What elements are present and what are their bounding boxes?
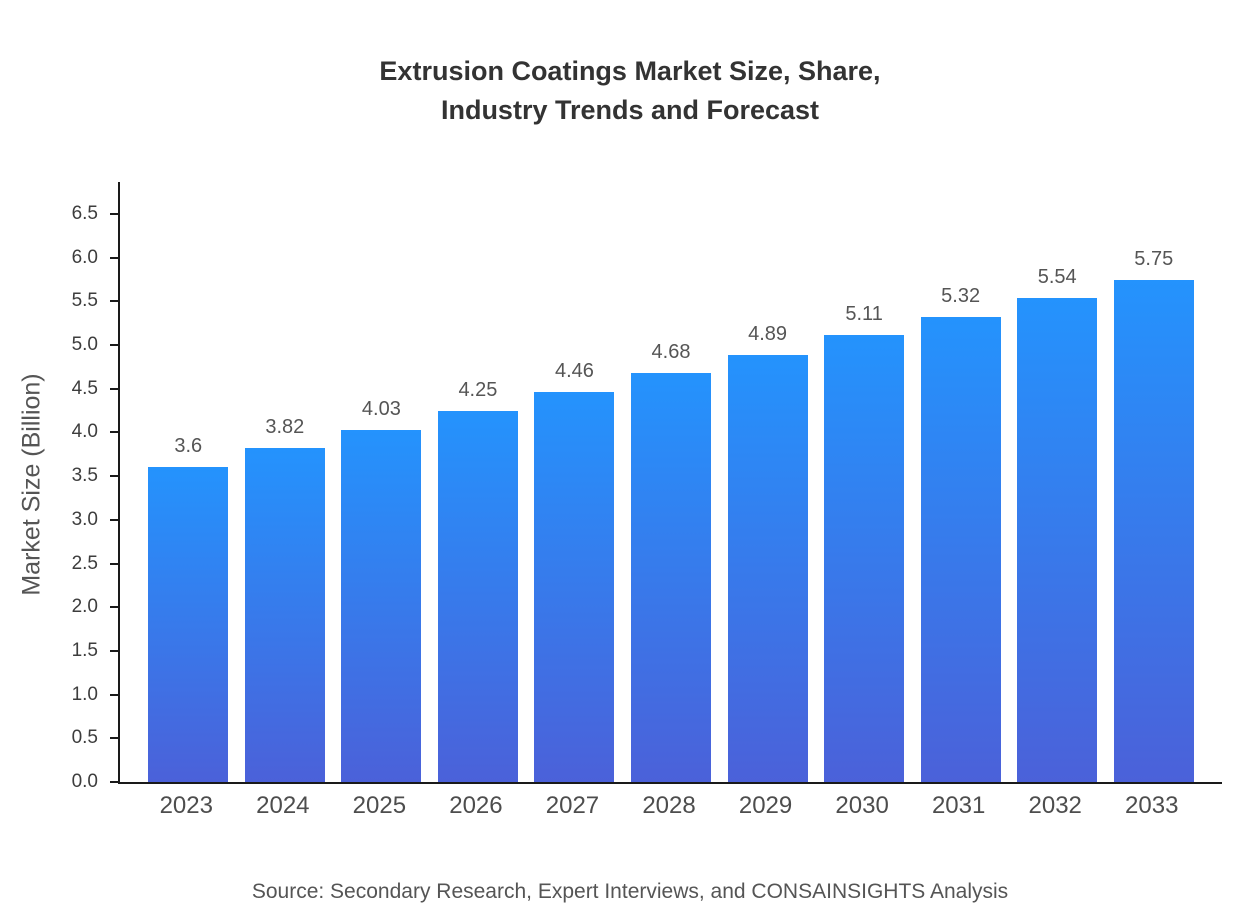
bar: [148, 467, 229, 782]
x-tick-label: 2033: [1125, 792, 1179, 819]
y-tick-label: 3.5: [71, 465, 98, 487]
y-tick-label: 0.0: [71, 771, 98, 792]
plot-area: 3.6 3.82 4.03 4.25 4.46 4.68 4.89 5.11 5.32 5.54 5…: [110, 182, 1222, 784]
y-tick-label: 1.0: [71, 683, 98, 705]
bar-slot: 4.68: [623, 341, 720, 782]
bar-slot: 5.11: [816, 303, 913, 782]
y-tick-mark: [110, 344, 118, 347]
x-tick-label: 2031: [931, 792, 986, 819]
bar: [1113, 279, 1194, 782]
bar: [631, 373, 711, 782]
y-tick-mark: [110, 562, 118, 565]
bar-value-label: 5.32: [941, 285, 981, 308]
y-tick-label: 2.5: [71, 552, 98, 574]
y-tick-label: 6.0: [71, 246, 98, 268]
y-tick-mark: [110, 475, 118, 478]
bar-value-label: 4.46: [554, 360, 594, 383]
x-tick-label: 2029: [738, 792, 793, 819]
y-tick-label: 0.5: [71, 727, 98, 749]
x-tick-label: 2028: [642, 792, 696, 819]
y-tick-mark: [110, 256, 118, 259]
bar-slot: 5.54: [1009, 266, 1106, 782]
y-tick-label: 5.5: [71, 290, 98, 312]
bar-slot: 4.25: [430, 379, 527, 782]
bar: [727, 354, 808, 782]
y-tick-mark: [110, 213, 118, 215]
y-tick-label: 4.5: [71, 377, 98, 399]
bar-series: 3.6 3.82 4.03 4.25 4.46 4.68 4.89 5.11 5.32 5.54 5…: [120, 182, 1222, 782]
bar: [437, 410, 518, 782]
bar-value-label: 5.54: [1037, 265, 1077, 288]
y-tick-mark: [110, 737, 118, 740]
bar-value-label: 4.68: [651, 341, 691, 364]
x-tick-label: 2032: [1028, 792, 1082, 819]
bar: [244, 448, 325, 782]
x-tick-label: 2025: [352, 792, 407, 819]
x-tick-label: 2030: [835, 792, 889, 819]
bar-value-label: 3.6: [174, 435, 203, 458]
bar-slot: 5.32: [912, 285, 1009, 782]
bar-slot: 4.46: [526, 360, 623, 782]
y-tick-mark: [110, 781, 118, 783]
bar: [341, 429, 422, 782]
y-tick-label: 6.5: [71, 203, 98, 224]
bar-slot: 4.89: [719, 323, 816, 782]
bar: [1017, 297, 1098, 782]
y-tick-mark: [110, 431, 118, 434]
y-tick-label: 3.0: [71, 508, 98, 530]
chart-title: Extrusion Coatings Market Size, Share, I…: [379, 56, 881, 126]
y-tick-label: 1.5: [71, 639, 98, 661]
bar-slot: 4.03: [333, 398, 430, 782]
bar: [534, 392, 615, 782]
y-tick-mark: [110, 693, 118, 696]
bar-value-label: 5.11: [845, 303, 883, 326]
bar-slot: 3.6: [140, 435, 237, 782]
bar: [824, 335, 905, 782]
x-tick-label: 2027: [545, 792, 600, 819]
y-tick-label: 5.0: [71, 334, 98, 356]
y-tick-mark: [110, 300, 118, 303]
bar-value-label: 4.89: [748, 322, 788, 345]
y-tick-mark: [110, 649, 118, 652]
bar-slot: 3.82: [237, 416, 334, 782]
source-text: Source: Secondary Research, Expert Inter…: [251, 880, 1009, 903]
x-tick-label: 2024: [256, 792, 310, 819]
x-tick-label: 2026: [449, 792, 503, 819]
bar-value-label: 3.82: [265, 416, 305, 439]
bar-value-label: 5.75: [1134, 247, 1174, 270]
x-axis-tick-labels: 2023 2024 2025 2026 2027 2028 2029 2030 2031 2032…: [118, 792, 1220, 820]
y-tick-mark: [110, 387, 118, 390]
y-tick-mark: [110, 606, 118, 609]
y-tick-label: 2.0: [71, 596, 98, 618]
x-tick-label: 2023: [159, 792, 213, 819]
bar: [920, 317, 1001, 782]
bar-value-label: 4.03: [361, 397, 401, 420]
bar-value-label: 4.25: [458, 378, 498, 401]
y-tick-label: 4.0: [71, 421, 98, 443]
y-axis-tick-labels: 0.0 0.5 1.0 1.5 2.0 2.5 3.0 3.5 4.0 4.5 5.0 5.5 6.0 6…: [0, 182, 106, 792]
y-tick-mark: [110, 518, 118, 521]
bar-slot: 5.75: [1105, 248, 1202, 782]
